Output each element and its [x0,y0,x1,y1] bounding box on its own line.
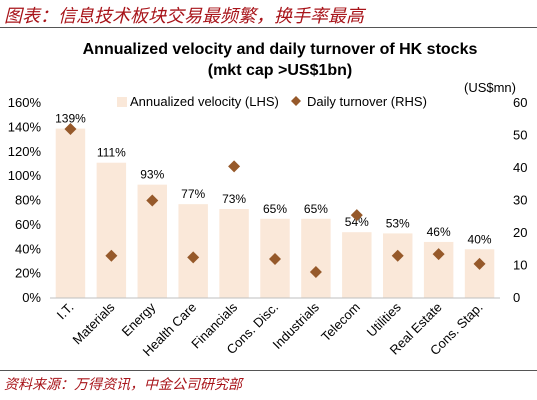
velocity-bar [301,218,331,298]
left-tick-label: 140% [8,119,42,134]
turnover-markers-layer [64,123,486,278]
turnover-marker [309,266,322,278]
figure-source: 资料来源：万得资讯，中金公司研究部 [4,377,242,393]
right-tick-label: 40 [513,160,527,175]
chart: Annualized velocity and daily turnover o… [8,41,528,359]
x-tick-label: Energy [119,299,159,339]
left-tick-label: 80% [15,193,41,208]
right-axis-ticks: 0 10 20 30 40 50 60 [513,95,527,305]
turnover-marker [105,249,118,262]
velocity-bar [219,209,249,298]
left-tick-label: 100% [8,168,42,183]
chart-title: Annualized velocity and daily turnover o… [83,41,478,58]
right-tick-label: 30 [513,193,527,208]
velocity-data-label: 65% [263,202,287,216]
legend-label-turnover: Daily turnover (RHS) [307,94,427,109]
turnover-marker [432,248,445,261]
velocity-bar [383,233,413,298]
right-tick-label: 0 [513,290,520,305]
caption-divider [0,27,537,28]
legend-label-velocity: Annualized velocity (LHS) [130,94,279,109]
x-tick-label: Telecom [318,300,363,345]
velocity-bar [96,162,127,298]
figure-caption: 图表：信息技术板块交易最频繁，换手率最高 [4,6,364,27]
bars-layer [55,128,495,298]
right-tick-label: 50 [513,128,527,143]
left-axis-ticks: 0% 20% 40% 60% 80% 100% 120% 140% 160% [8,95,42,305]
left-tick-label: 60% [15,217,41,232]
right-axis-label: (US$mn) [464,80,516,95]
source-divider [0,370,537,371]
turnover-marker [391,249,404,262]
left-tick-label: 20% [15,266,41,281]
velocity-bar [464,249,495,298]
left-tick-label: 120% [8,144,42,159]
x-tick-label: Utilities [364,299,405,340]
turnover-marker [146,194,159,207]
turnover-marker [269,253,281,265]
x-tick-label: I.T. [54,300,77,323]
left-tick-label: 0% [22,290,41,305]
turnover-marker [473,257,486,270]
chart-legend: Annualized velocity (LHS) Daily turnover… [117,94,427,109]
turnover-marker [350,209,363,222]
velocity-data-label: 111% [97,146,126,160]
velocity-data-label: 40% [468,232,492,246]
legend-swatch-velocity [117,97,127,107]
right-tick-label: 10 [513,258,527,273]
legend-swatch-turnover [291,96,301,106]
velocity-data-label: 65% [304,202,328,216]
velocity-bar [55,128,86,298]
chart-subtitle: (mkt cap >US$1bn) [208,62,352,79]
velocity-data-label: 54% [345,215,369,229]
turnover-marker [64,123,77,135]
bar-labels-layer: 139% 111% 93% 77% 73% 65% 65% 54% 53% 46% 40% [55,112,492,247]
velocity-data-label: 73% [222,192,246,206]
velocity-data-label: 53% [386,216,410,230]
right-tick-label: 20 [513,225,527,240]
velocity-bar [342,232,372,298]
velocity-bar [178,204,208,298]
left-tick-label: 160% [8,95,42,110]
velocity-data-label: 139% [55,112,86,126]
left-tick-label: 40% [15,241,41,256]
velocity-data-label: 77% [181,187,205,201]
x-tick-label: Materials [70,299,118,347]
right-tick-label: 60 [513,95,527,110]
velocity-data-label: 93% [140,168,164,182]
turnover-marker [187,251,200,264]
turnover-marker [228,160,241,173]
velocity-data-label: 46% [427,225,451,239]
